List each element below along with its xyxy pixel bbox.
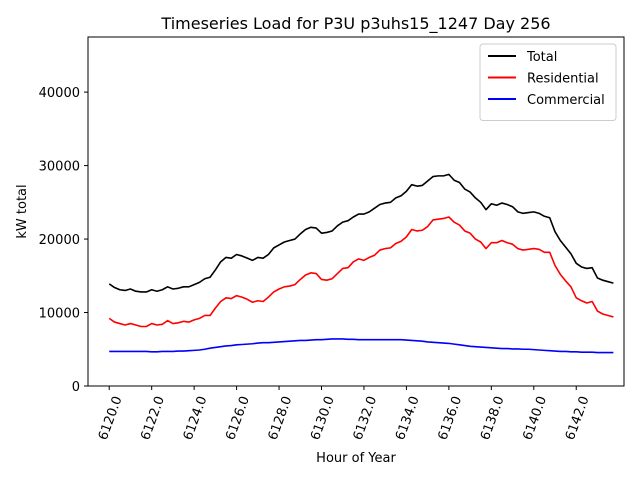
x-tick-label: 6138.0: [478, 394, 508, 442]
y-tick-label: 40000: [39, 86, 80, 101]
x-tick-label: 6122.0: [138, 394, 168, 442]
y-tick-label: 10000: [39, 307, 80, 322]
series-line-total: [108, 173, 614, 293]
series-line-residential: [108, 216, 614, 328]
x-tick-label: 6142.0: [563, 394, 593, 442]
y-tick-label: 20000: [39, 233, 80, 248]
y-tick-label: 0: [72, 380, 80, 395]
y-axis-label: kW total: [15, 184, 30, 238]
chart-title: Timeseries Load for P3U p3uhs15_1247 Day…: [160, 14, 550, 34]
x-axis-label: Hour of Year: [316, 451, 396, 466]
legend-label-total: Total: [526, 50, 557, 65]
x-tick-label: 6128.0: [266, 394, 296, 442]
legend-box: [479, 43, 617, 121]
x-tick-label: 6130.0: [308, 394, 338, 442]
legend: Total Residential Commercial: [479, 43, 617, 121]
x-tick-label: 6124.0: [181, 394, 211, 442]
y-axis: 0 10000 20000 30000 40000: [39, 86, 88, 395]
series-line-commercial: [109, 338, 614, 354]
y-tick-label: 30000: [39, 160, 80, 175]
x-tick-label: 6120.0: [96, 394, 126, 442]
series-layer: [108, 173, 614, 354]
x-tick-label: 6132.0: [351, 394, 381, 442]
plot-frame: [87, 36, 625, 387]
x-axis: 6120.0 6122.0 6124.0 6126.0 6128.0 6130.0 6132…: [96, 386, 593, 442]
x-tick-label: 6134.0: [393, 394, 423, 442]
x-tick-label: 6136.0: [436, 394, 466, 442]
legend-label-commercial: Commercial: [527, 93, 605, 108]
x-tick-label: 6126.0: [223, 394, 253, 442]
legend-label-residential: Residential: [527, 72, 599, 87]
x-tick-label: 6140.0: [520, 394, 550, 442]
